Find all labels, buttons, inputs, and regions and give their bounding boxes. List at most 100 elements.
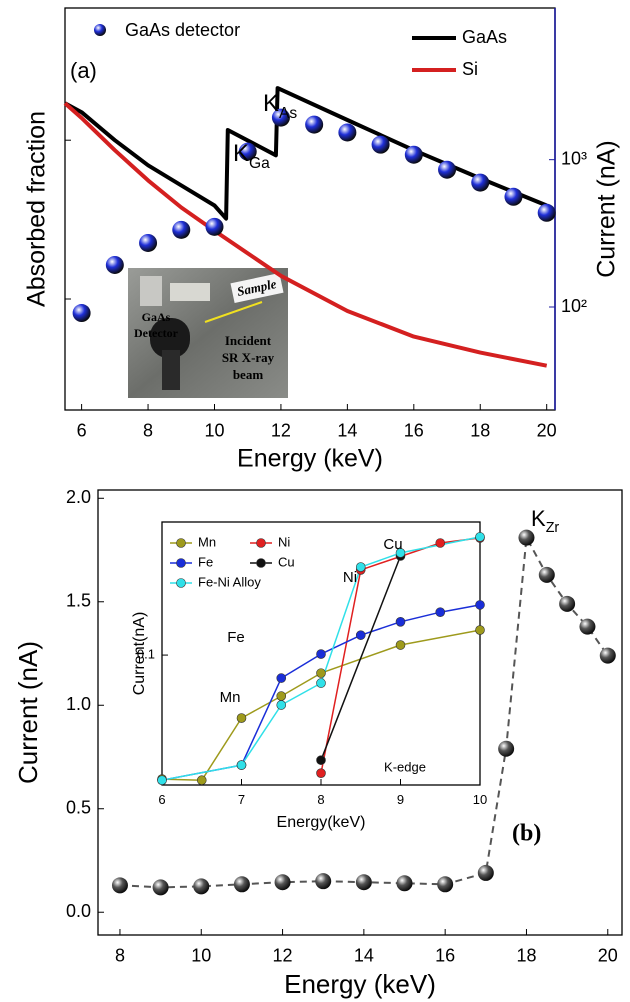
data-line: [161, 604, 481, 781]
x-tick-label: 14: [354, 945, 374, 965]
data-point: [395, 617, 406, 627]
y2-axis-label: Current (nA): [593, 140, 621, 278]
y-tick-label: 1.5: [66, 591, 91, 611]
x-tick-label: 18: [470, 420, 490, 440]
x-tick-label: 10: [473, 792, 487, 807]
data-line: [320, 555, 402, 761]
annotation: K-edge: [384, 759, 426, 774]
data-point: [498, 740, 515, 757]
data-point: [477, 864, 494, 881]
x-tick-label: 8: [115, 945, 125, 965]
x-tick-label: 8: [143, 420, 153, 440]
data-point: [305, 115, 324, 134]
data-point: [236, 713, 247, 723]
legend-marker: [176, 558, 186, 568]
photo-beam: [204, 301, 263, 323]
photo-label: GaAs: [142, 310, 171, 324]
y-axis-label: Absorbed fraction: [23, 111, 51, 307]
data-point: [599, 647, 616, 664]
data-point: [559, 595, 576, 612]
panel: 6 7 8 9 10 0.1 Energy(keV) Current(nA) Mn Ni Fe Cu F…: [131, 521, 487, 831]
x-tick-label: 9: [397, 792, 404, 807]
panel-label: (a): [70, 58, 97, 83]
legend-marker: [176, 538, 186, 548]
data-point: [205, 217, 224, 236]
data-point: [404, 145, 423, 164]
data-point: [438, 160, 457, 179]
data-point: [172, 220, 191, 239]
legend-label: Ni: [278, 534, 290, 549]
edge-label-sub: As: [279, 105, 297, 122]
data-point: [355, 630, 366, 640]
photo-label: Detector: [134, 326, 179, 340]
photo-label: SR X-ray: [222, 350, 275, 365]
legend-label: Cu: [278, 554, 295, 569]
data-point: [396, 875, 413, 892]
data-point: [139, 233, 158, 252]
data-line: [64, 86, 548, 221]
photo-mount: [140, 276, 162, 306]
data-point: [355, 562, 366, 572]
x-tick-label: 20: [537, 420, 557, 440]
data-point: [274, 874, 291, 891]
y-axis-label: Current(nA): [131, 612, 148, 696]
x-axis-label: Energy (keV): [284, 969, 436, 999]
photo-sample: [230, 273, 284, 303]
data-point: [316, 668, 326, 678]
data-line: [119, 536, 609, 889]
data-point: [395, 640, 406, 650]
annotation: Mn: [220, 689, 241, 706]
legend-marker: [94, 24, 106, 36]
data-point: [193, 878, 210, 895]
plot-frame: [97, 489, 623, 936]
data-point: [276, 691, 287, 701]
data-point: [371, 135, 390, 154]
x-axis-label: Energy(keV): [277, 814, 366, 831]
y-tick-label: 0.1: [137, 647, 155, 662]
legend-label: GaAs: [462, 27, 507, 47]
data-point: [537, 203, 556, 222]
data-point: [276, 673, 287, 683]
data-point: [238, 142, 257, 161]
y-axis-label: Current (nA): [13, 641, 43, 784]
data-point: [504, 187, 523, 206]
x-tick-label: 12: [273, 945, 293, 965]
x-tick-label: 16: [435, 945, 455, 965]
x-tick-label: 14: [337, 420, 357, 440]
data-point: [315, 873, 332, 890]
x-tick-label: 10: [191, 945, 211, 965]
data-point: [316, 768, 326, 778]
panel: 8 10 12 14 16 18 20 0.0 0.5 1.0 1.5 2.0 Energy (keV)…: [13, 487, 623, 999]
photo: [128, 268, 288, 398]
data-point: [72, 304, 91, 323]
y-tick-label: 0.5: [66, 797, 91, 817]
photo-cable: [162, 350, 180, 390]
edge-label: KGa: [233, 140, 270, 171]
data-point: [437, 876, 454, 893]
data-point: [471, 173, 490, 192]
y2-tick-label: 10³: [561, 148, 587, 168]
data-point: [316, 678, 326, 688]
x-tick-label: 12: [271, 420, 291, 440]
data-point: [196, 775, 207, 786]
photo-detector: [150, 318, 190, 358]
x-tick-label: 6: [77, 420, 87, 440]
edge-label-main: K: [263, 90, 279, 117]
data-point: [579, 618, 596, 635]
legend-marker: [256, 538, 266, 548]
legend-label: Fe: [198, 554, 213, 569]
annotation: Fe: [227, 629, 245, 646]
legend-label: Fe-Ni Alloy: [198, 574, 261, 589]
y2-tick-label: 10²: [561, 296, 587, 316]
legend-marker: [176, 578, 186, 588]
legend-marker: [256, 558, 266, 568]
edge-label-sub: Ga: [249, 155, 270, 172]
x-tick-label: 10: [204, 420, 224, 440]
data-point: [276, 700, 287, 710]
x-tick-label: 18: [516, 945, 536, 965]
annotation: Ni: [343, 569, 357, 586]
photo-label: Incident: [225, 333, 272, 348]
edge-label-main: K: [531, 506, 546, 531]
